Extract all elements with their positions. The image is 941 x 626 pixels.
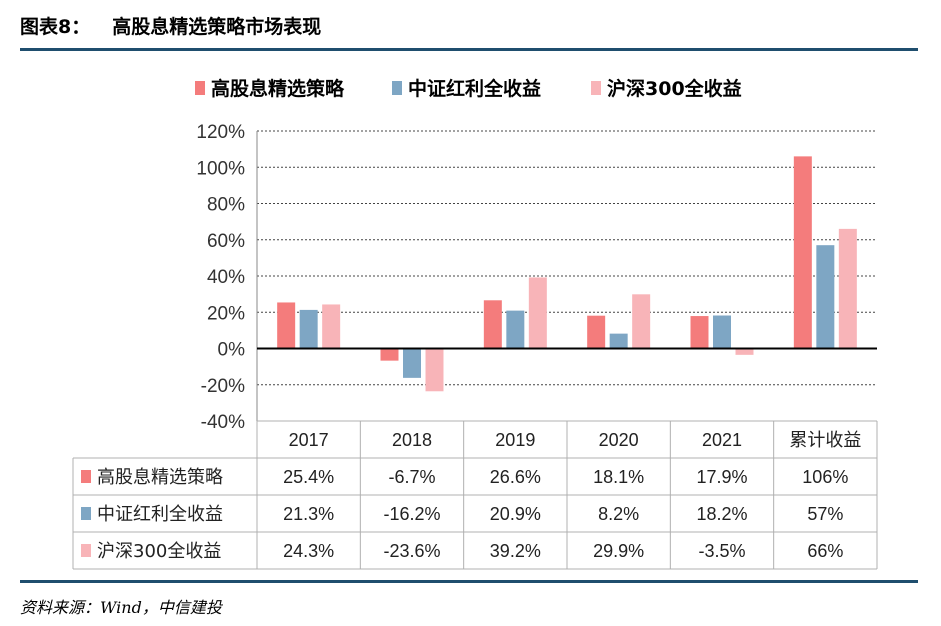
y-tick-label: 40% [207,267,245,288]
legend-item-strategy: 高股息精选策略 [195,74,344,101]
legend-label-strategy: 高股息精选策略 [211,78,345,100]
bar-2-1 [425,348,444,392]
bar-0-5 [793,156,812,349]
x-category-label: 2020 [599,430,639,450]
data-label: 57% [807,504,843,524]
x-category-label: 2017 [289,430,329,450]
bar-0-4 [690,316,709,349]
top-divider [20,48,918,51]
bar-2-2 [528,277,547,349]
bar-2-5 [838,228,857,349]
data-label: -23.6% [383,541,440,561]
bar-1-3 [609,333,628,349]
bar-0-2 [483,300,502,349]
table-row-label-2: 沪深300全收益 [97,541,221,562]
data-label: 21.3% [283,504,334,524]
y-tick-label: -40% [201,412,245,433]
table-swatch-2 [81,544,91,557]
y-tick-label: 0% [218,340,246,361]
figure-title: 图表8： 高股息精选策略市场表现 [20,12,321,39]
bar-1-1 [403,348,421,378]
bar-1-5 [816,245,835,349]
bar-0-1 [380,348,399,361]
legend-swatch-hs300 [591,80,601,95]
data-label: -6.7% [388,467,435,487]
data-label: 26.6% [490,467,541,487]
data-label: 106% [802,467,848,487]
chart-legend: 高股息精选策略 中证红利全收益 沪深300全收益 [0,74,941,102]
bar-1-2 [506,310,525,349]
legend-label-dividend: 中证红利全收益 [408,78,542,100]
table-row-label-1: 中证红利全收益 [97,504,223,525]
legend-swatch-strategy [195,80,205,95]
bar-2-0 [322,304,341,349]
data-label: 17.9% [696,467,747,487]
y-tick-label: 100% [196,158,245,179]
data-label: 18.1% [593,467,644,487]
bar-2-4 [735,348,754,355]
figure-title-text: 高股息精选策略市场表现 [112,16,322,38]
data-label: 25.4% [283,467,334,487]
legend-item-dividend: 中证红利全收益 [392,74,541,101]
y-tick-label: 120% [196,122,245,143]
y-tick-label: 60% [207,231,245,252]
x-category-label: 累计收益 [789,430,861,450]
x-category-label: 2021 [702,430,742,450]
figure-number: 图表8： [20,16,91,38]
bar-1-0 [299,309,318,349]
data-label: 66% [807,541,843,561]
y-tick-label: 20% [207,303,245,324]
data-label: -16.2% [383,504,440,524]
x-category-label: 2018 [392,430,432,450]
data-label: 18.2% [696,504,747,524]
y-tick-label: -20% [201,376,245,397]
legend-label-hs300: 沪深300全收益 [607,78,742,100]
data-label: 39.2% [490,541,541,561]
table-row-label-0: 高股息精选策略 [97,467,223,488]
data-label: 24.3% [283,541,334,561]
table-swatch-0 [81,470,91,483]
bar-0-3 [587,315,606,349]
legend-swatch-dividend [392,80,402,95]
data-label: 20.9% [490,504,541,524]
y-tick-label: 80% [207,195,245,216]
bar-2-3 [632,294,651,349]
data-label: 8.2% [598,504,639,524]
bar-1-4 [713,315,731,349]
legend-item-hs300: 沪深300全收益 [591,74,742,101]
source-note: 资料来源：Wind，中信建投 [20,598,222,617]
bar-0-0 [277,302,296,349]
table-swatch-1 [81,507,91,520]
data-label: -3.5% [698,541,745,561]
data-label: 29.9% [593,541,644,561]
bottom-divider [20,580,918,583]
x-category-label: 2019 [495,430,535,450]
